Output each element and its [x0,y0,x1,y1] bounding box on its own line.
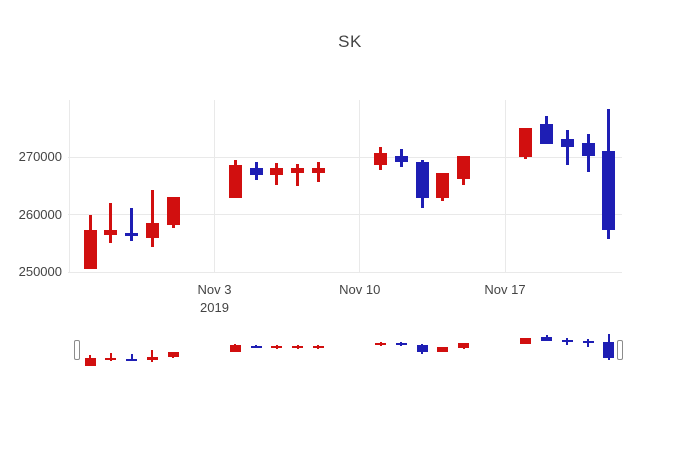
candle-wick [130,207,133,242]
rangeslider-right-handle[interactable] [617,340,623,360]
candle-body [560,139,574,148]
candle-body [581,142,595,156]
x-axis-tick-label: Nov 10 [339,282,381,297]
rangeslider-track[interactable] [68,331,622,369]
candle-body [436,173,450,199]
y-axis-tick-label: 270000 [18,149,62,165]
candle-wick [296,163,299,187]
candle-body [125,233,138,237]
y-axis-tick-label: 250000 [18,264,62,279]
x-axis-tick-label: Nov 17 [484,282,526,297]
candle-body [291,168,304,174]
candle-body [104,229,118,235]
x-axis-tick-sublabel: 2019 [200,300,229,315]
candle-body [270,168,284,176]
rangeslider-left-handle[interactable] [74,340,80,360]
candle-wick [109,203,113,243]
chart-title: SK [338,32,362,51]
x-axis-tick-label: Nov 3 [197,282,232,297]
candle-body [166,196,180,225]
candle-body [311,167,325,173]
candle-body [519,127,533,157]
candle-wick [565,130,569,166]
candle-body [249,168,263,176]
candle-wick [150,190,154,247]
candle-body [228,165,242,199]
candle-body [83,230,97,269]
y-axis-tick-label: 260000 [18,206,62,222]
candle-body [145,223,159,238]
candle-body [602,150,616,230]
candle-body [415,161,429,199]
candle-body [374,153,387,166]
candle-body [540,124,553,144]
candle-body [457,156,470,179]
candle-body [394,155,408,162]
